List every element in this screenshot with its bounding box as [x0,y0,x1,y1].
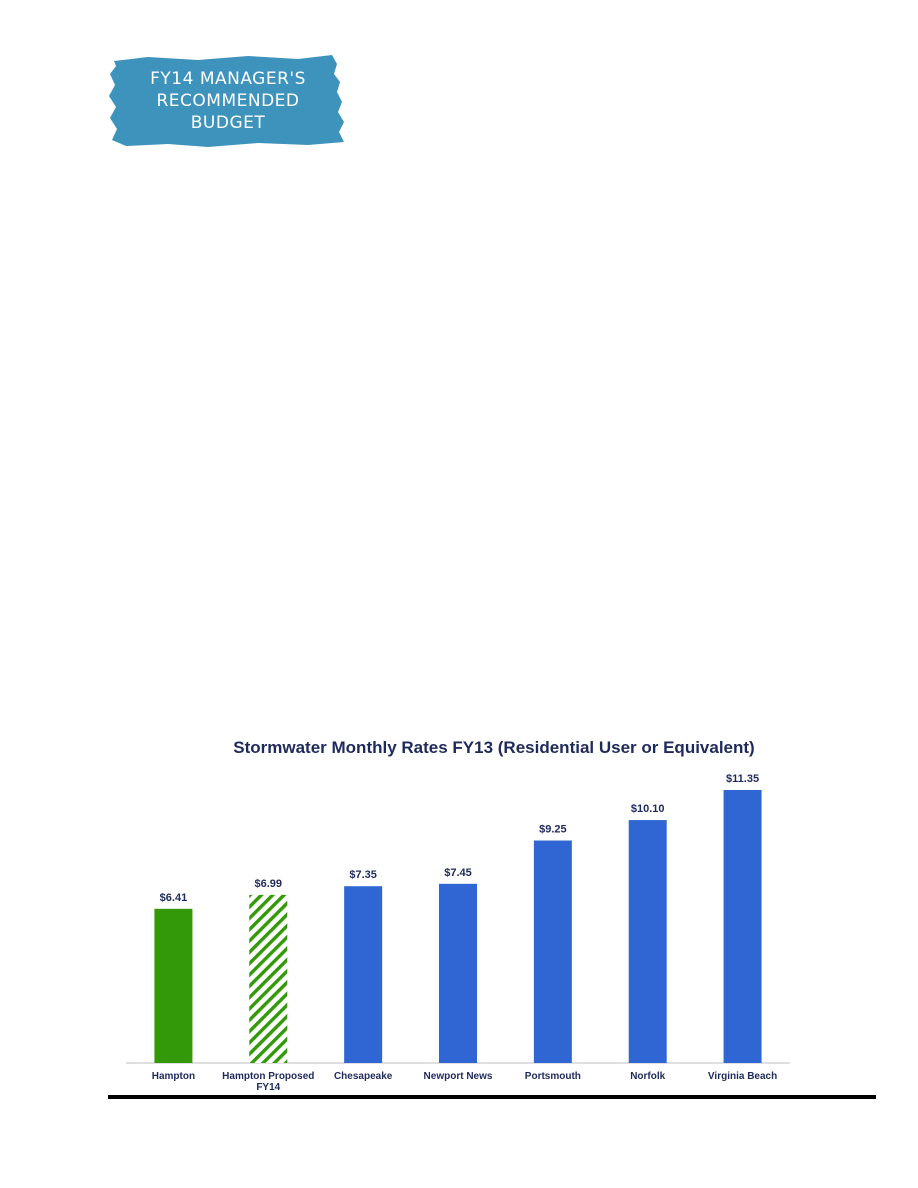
category-label: Hampton [152,1071,195,1082]
budget-banner: FY14 MANAGER'S RECOMMENDED BUDGET [108,52,348,148]
bar-hampton-proposed-fy14 [249,894,288,1063]
value-label: $7.45 [444,867,472,879]
watercolor-banner-shape [109,55,344,147]
category-label: Norfolk [630,1071,665,1082]
chart-title: Stormwater Monthly Rates FY13 (Residenti… [233,738,755,757]
bar-newport-news [439,883,477,1063]
banner-line-1: FY14 MANAGER'S [150,69,306,89]
bar-virginia-beach [723,790,762,1063]
value-label: $11.35 [726,773,759,785]
category-label: Hampton Proposed FY14 [222,1071,314,1093]
value-label: $9.25 [539,824,567,836]
bar-hampton [154,908,193,1063]
value-label: $6.99 [255,878,283,890]
bar-chesapeake [344,886,383,1063]
banner-line-3: BUDGET [190,113,266,133]
banner-line-2: RECOMMENDED [156,91,300,111]
value-label: $6.41 [160,892,188,904]
bar-norfolk [628,820,667,1063]
bottom-rule [108,1095,876,1099]
value-label: $7.35 [349,869,377,881]
bar-portsmouth [533,840,572,1063]
category-label: Newport News [424,1071,493,1082]
value-label: $10.10 [631,803,665,815]
category-label: Portsmouth [525,1071,581,1082]
category-label: Chesapeake [334,1071,393,1082]
category-label: Virginia Beach [708,1071,777,1082]
